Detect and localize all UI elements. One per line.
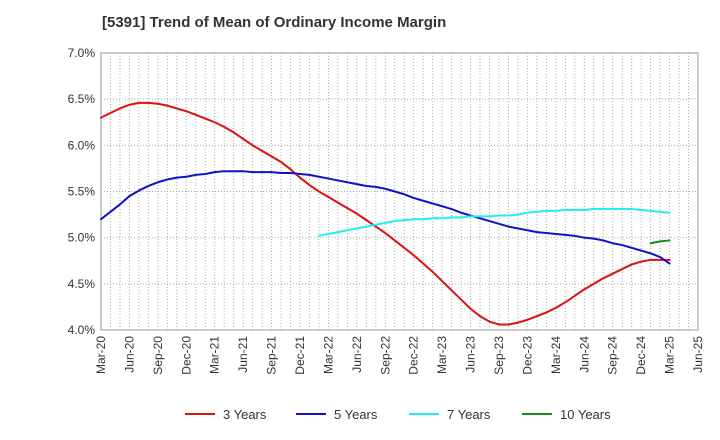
x-tick-label: Sep-20 xyxy=(151,336,165,375)
series-line-5-years xyxy=(100,170,671,265)
y-tick-label: 5.0% xyxy=(68,231,96,245)
series-line-7-years xyxy=(317,208,671,237)
y-tick-label: 5.5% xyxy=(68,185,96,199)
x-tick-label: Sep-24 xyxy=(606,336,620,375)
x-tick-label: Jun-21 xyxy=(236,336,250,373)
y-tick-label: 7.0% xyxy=(68,46,96,60)
x-tick-label: Jun-24 xyxy=(577,336,591,373)
x-tick-label: Sep-22 xyxy=(378,336,392,375)
x-axis-ticks: Mar-20 Jun-20 Sep-20 Dec-20 Mar-21 Jun-21 Sep-… xyxy=(94,336,705,375)
x-tick-label: Mar-21 xyxy=(208,336,222,374)
grid xyxy=(100,52,699,331)
y-tick-label: 4.5% xyxy=(68,277,96,291)
plot-area xyxy=(100,52,699,331)
x-tick-label: Mar-22 xyxy=(321,336,335,374)
x-tick-label: Jun-20 xyxy=(122,336,136,373)
x-tick-label: Dec-21 xyxy=(293,336,307,375)
x-tick-label: Dec-22 xyxy=(407,336,421,375)
x-tick-label: Dec-24 xyxy=(634,336,648,375)
chart-title: [5391] Trend of Mean of Ordinary Income … xyxy=(102,14,446,31)
x-tick-label: Mar-25 xyxy=(663,336,677,374)
legend-label-3-years: 3 Years xyxy=(223,407,267,422)
x-tick-label: Mar-24 xyxy=(549,336,563,374)
x-tick-label: Dec-20 xyxy=(179,336,193,375)
x-tick-label: Sep-23 xyxy=(492,336,506,375)
y-axis-ticks: 4.0% 4.5% 5.0% 5.5% 6.0% 6.5% 7.0% xyxy=(68,46,96,337)
x-tick-label: Jun-23 xyxy=(464,336,478,373)
y-tick-label: 6.5% xyxy=(68,92,96,106)
x-tick-label: Jun-22 xyxy=(350,336,364,373)
x-tick-label: Mar-20 xyxy=(94,336,108,374)
x-tick-label: Jun-25 xyxy=(691,336,705,373)
series-line-10-years xyxy=(649,239,671,245)
legend-label-10-years: 10 Years xyxy=(560,407,611,422)
x-tick-label: Mar-23 xyxy=(435,336,449,374)
x-tick-label: Dec-23 xyxy=(520,336,534,375)
y-tick-label: 4.0% xyxy=(68,323,96,337)
legend-label-7-years: 7 Years xyxy=(447,407,491,422)
series-lines xyxy=(100,101,671,326)
x-tick-label: Sep-21 xyxy=(265,336,279,375)
y-tick-label: 6.0% xyxy=(68,138,96,152)
legend-label-5-years: 5 Years xyxy=(334,407,378,422)
legend: 3 Years 5 Years 7 Years 10 Years xyxy=(185,407,611,422)
series-line-3-years xyxy=(100,101,671,326)
